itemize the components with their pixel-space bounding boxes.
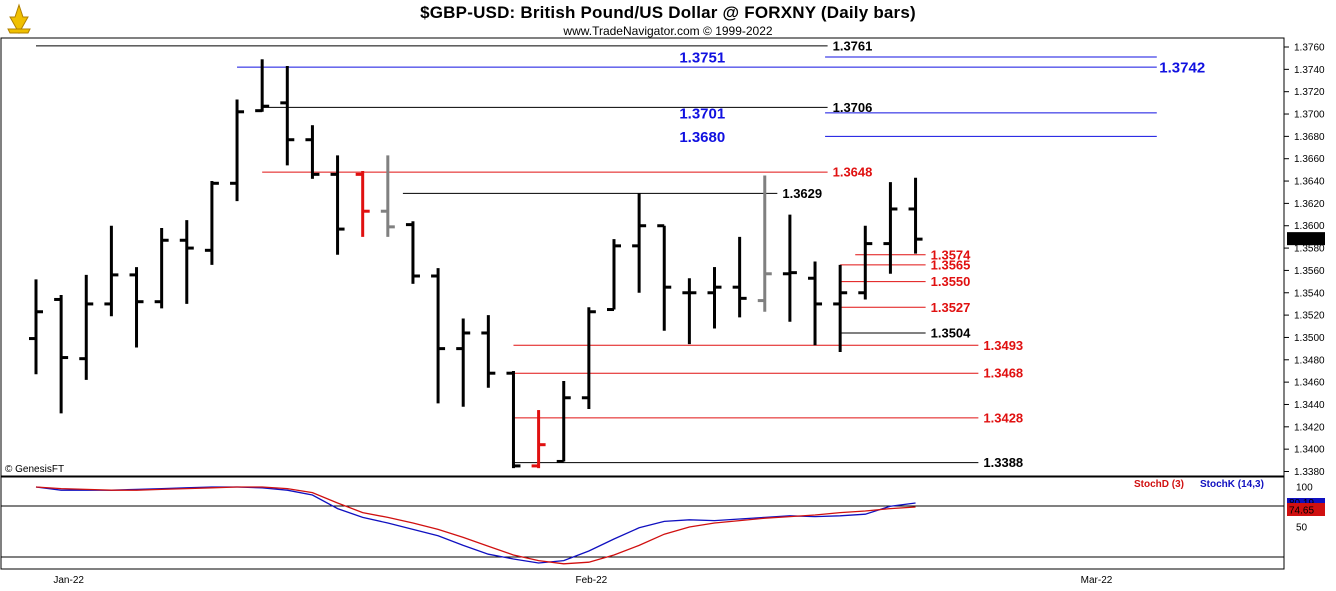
level-label: 1.3629: [782, 186, 822, 201]
stoch-legend-k: StochK (14,3): [1200, 479, 1264, 490]
chart-header: $GBP-USD: British Pound/US Dollar @ FORX…: [0, 0, 1336, 40]
stoch-panel-frame: [0, 476, 1285, 570]
stoch-line: [35, 486, 916, 564]
level-label: 1.3468: [983, 366, 1023, 381]
chart-title: $GBP-USD: British Pound/US Dollar @ FORX…: [420, 3, 916, 22]
level-label: 1.3574: [931, 247, 972, 262]
y-tick-label: 1.3380: [1294, 467, 1325, 478]
x-tick-label: Feb-22: [576, 575, 608, 586]
last-price-label: 1.3588: [1289, 235, 1320, 246]
y-tick-label: 1.3600: [1294, 221, 1325, 232]
level-label: 1.3701: [679, 105, 725, 122]
chart-subtitle: www.TradeNavigator.com © 1999-2022: [563, 24, 773, 38]
x-tick-label: Mar-22: [1081, 575, 1113, 586]
level-label: 1.3565: [931, 257, 971, 272]
y-tick-label: 1.3520: [1294, 311, 1325, 322]
y-tick-label: 1.3740: [1294, 65, 1325, 76]
x-tick-label: Jan-22: [53, 575, 84, 586]
level-label: 1.3680: [679, 129, 725, 146]
stoch-d-value-box: [1287, 503, 1325, 516]
y-tick-label: 1.3700: [1294, 110, 1325, 121]
stoch-line: [35, 486, 916, 565]
chart-frames: [0, 37, 1285, 570]
level-label: 1.3504: [931, 325, 972, 340]
stoch-d-value: 74.65: [1289, 506, 1314, 517]
y-tick-label: 1.3560: [1294, 266, 1325, 277]
last-price-box: [1287, 232, 1325, 246]
last-price-marker: 1.3588: [1287, 232, 1325, 246]
stoch-y-tick-label: 100: [1296, 483, 1313, 494]
y-tick-label: 1.3460: [1294, 378, 1325, 389]
level-label: 1.3550: [931, 274, 971, 289]
y-tick-label: 1.3660: [1294, 154, 1325, 165]
price-axis: 1.3760 1.3740 1.3720 1.3700 1.3680 1.3660 1.36…: [1284, 43, 1325, 478]
level-label: 1.3388: [983, 455, 1023, 470]
stoch-legend-d: StochD (3): [1134, 479, 1184, 490]
level-label: 1.3706: [833, 100, 873, 115]
y-tick-label: 1.3400: [1294, 445, 1325, 456]
copyright-label: © GenesisFT: [5, 464, 64, 475]
y-tick-label: 1.3680: [1294, 132, 1325, 143]
stoch-y-tick-label: 50: [1296, 523, 1308, 534]
ohlc-bars: [29, 59, 923, 469]
level-label: 1.3493: [983, 338, 1023, 353]
y-tick-label: 1.3760: [1294, 43, 1325, 54]
y-tick-label: 1.3440: [1294, 400, 1325, 411]
support-resistance-levels: 1.3761 1.3751 1.3742 1.3706 1.3701 1.3680 1.36…: [36, 38, 1205, 470]
level-label: 1.3428: [983, 410, 1023, 425]
time-axis: Jan-22 Feb-22 Mar-22: [53, 575, 1112, 586]
price-panel-frame: [0, 37, 1285, 477]
level-label: 1.3648: [833, 165, 873, 180]
stoch-k-value-box: [1287, 498, 1325, 506]
level-label: 1.3742: [1159, 60, 1205, 77]
level-label: 1.3751: [679, 50, 725, 67]
y-tick-label: 1.3480: [1294, 355, 1325, 366]
y-tick-label: 1.3420: [1294, 422, 1325, 433]
y-tick-label: 1.3500: [1294, 333, 1325, 344]
level-label: 1.3761: [833, 38, 873, 53]
level-label: 1.3527: [931, 300, 971, 315]
y-tick-label: 1.3720: [1294, 87, 1325, 98]
trade-navigator-logo-icon: [4, 3, 34, 35]
y-tick-label: 1.3640: [1294, 177, 1325, 188]
y-tick-label: 1.3580: [1294, 244, 1325, 255]
y-tick-label: 1.3620: [1294, 199, 1325, 210]
y-tick-label: 1.3540: [1294, 288, 1325, 299]
